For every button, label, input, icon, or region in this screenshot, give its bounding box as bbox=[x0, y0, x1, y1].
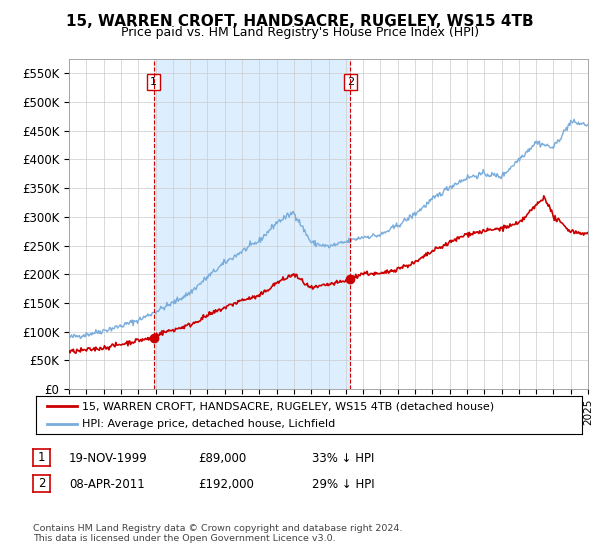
Text: 2: 2 bbox=[347, 77, 354, 87]
Text: Price paid vs. HM Land Registry's House Price Index (HPI): Price paid vs. HM Land Registry's House … bbox=[121, 26, 479, 39]
Text: 19-NOV-1999: 19-NOV-1999 bbox=[69, 451, 148, 465]
Text: 08-APR-2011: 08-APR-2011 bbox=[69, 478, 145, 491]
Text: HPI: Average price, detached house, Lichfield: HPI: Average price, detached house, Lich… bbox=[82, 419, 335, 429]
Text: 15, WARREN CROFT, HANDSACRE, RUGELEY, WS15 4TB: 15, WARREN CROFT, HANDSACRE, RUGELEY, WS… bbox=[66, 14, 534, 29]
Text: 1: 1 bbox=[38, 451, 45, 464]
Text: Contains HM Land Registry data © Crown copyright and database right 2024.
This d: Contains HM Land Registry data © Crown c… bbox=[33, 524, 403, 543]
Text: 2: 2 bbox=[38, 477, 45, 491]
Text: 33% ↓ HPI: 33% ↓ HPI bbox=[312, 451, 374, 465]
Text: 1: 1 bbox=[150, 77, 157, 87]
Text: 29% ↓ HPI: 29% ↓ HPI bbox=[312, 478, 374, 491]
Text: 15, WARREN CROFT, HANDSACRE, RUGELEY, WS15 4TB (detached house): 15, WARREN CROFT, HANDSACRE, RUGELEY, WS… bbox=[82, 401, 494, 411]
Text: £192,000: £192,000 bbox=[198, 478, 254, 491]
Bar bbox=[154, 59, 350, 389]
Text: £89,000: £89,000 bbox=[198, 451, 246, 465]
